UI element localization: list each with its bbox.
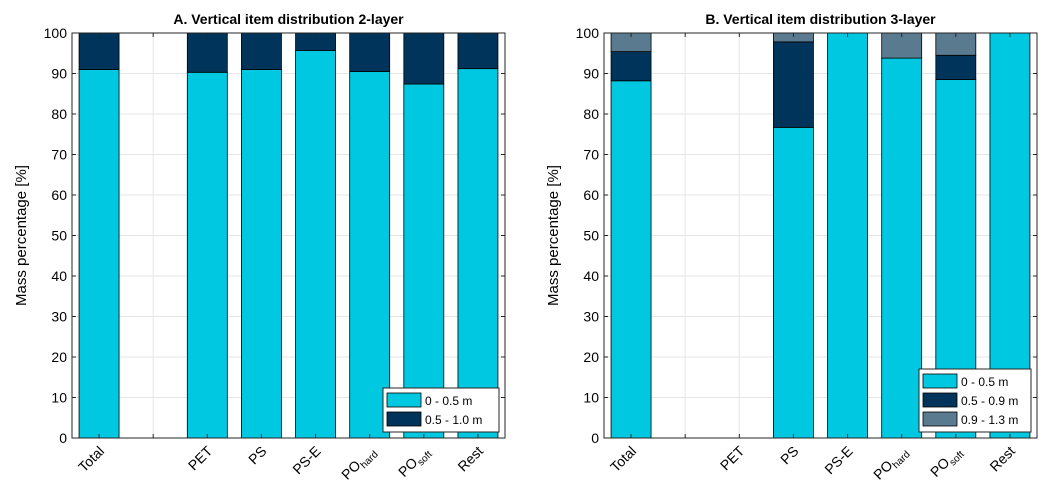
x-tick-label: PET <box>185 442 216 473</box>
y-tick-label: 30 <box>51 309 67 325</box>
x-tick-main: PET <box>717 442 748 473</box>
bar-segment <box>457 32 499 70</box>
x-tick-label: POsoft <box>927 443 967 483</box>
x-tick-main: PO <box>395 454 421 480</box>
x-tick-label: PS <box>777 443 802 468</box>
y-tick-label: 10 <box>583 390 599 406</box>
x-tick-main: Total <box>75 443 107 475</box>
legend-label: 0 - 0.5 m <box>961 375 1008 389</box>
x-tick-main: PS-E <box>289 443 323 477</box>
x-tick-label: Rest <box>986 443 1018 475</box>
y-tick-label: 50 <box>583 228 599 244</box>
bar-segment <box>457 68 499 439</box>
bar-segment <box>881 57 923 439</box>
x-tick-label: Total <box>607 443 639 475</box>
bar-segment <box>241 69 282 439</box>
y-tick-label: 0 <box>59 430 67 446</box>
bar-segment <box>610 80 652 439</box>
legend-swatch <box>922 373 958 389</box>
bar-segment <box>349 71 391 439</box>
chart-title: B. Vertical item distribution 3-layer <box>705 11 936 27</box>
x-tick-label: POhard <box>870 443 913 486</box>
x-tick-subscript: hard <box>359 449 381 471</box>
x-tick-label: Total <box>75 443 107 475</box>
y-tick-label: 90 <box>583 66 599 82</box>
y-axis-label: Mass percentage [%] <box>545 165 562 306</box>
bar-segment <box>186 32 228 73</box>
y-tick-label: 0 <box>591 430 599 446</box>
x-tick-main: Total <box>607 443 639 475</box>
x-tick-label: PS-E <box>821 443 855 477</box>
x-tick-label: POhard <box>338 443 381 486</box>
legend-swatch <box>386 392 422 408</box>
x-tick-main: PET <box>185 442 216 473</box>
y-tick-label: 60 <box>51 187 67 203</box>
x-tick-main: PS <box>245 443 270 468</box>
y-tick-label: 10 <box>51 390 67 406</box>
y-tick-label: 40 <box>583 268 599 284</box>
legend-label: 0 - 0.5 m <box>425 394 472 408</box>
x-tick-main: PS <box>777 443 802 468</box>
y-tick-label: 20 <box>583 349 599 365</box>
legend-swatch <box>922 392 958 408</box>
y-tick-label: 20 <box>51 349 67 365</box>
x-tick-main: PS-E <box>821 443 855 477</box>
y-tick-label: 80 <box>583 106 599 122</box>
x-tick-main: PO <box>927 454 953 480</box>
x-tick-main: PO <box>870 457 896 483</box>
bar-segment <box>78 69 120 439</box>
x-tick-subscript: hard <box>891 449 913 471</box>
bar-segment <box>827 32 868 439</box>
bar-segment <box>78 32 120 70</box>
bar-segment <box>610 51 652 82</box>
x-tick-label: PS-E <box>289 443 323 477</box>
y-tick-label: 30 <box>583 309 599 325</box>
y-tick-label: 100 <box>44 25 68 41</box>
y-tick-label: 70 <box>51 147 67 163</box>
legend-label: 0.5 - 1.0 m <box>425 413 482 427</box>
y-tick-label: 70 <box>583 147 599 163</box>
x-tick-label: Rest <box>454 443 486 475</box>
bar-segment <box>773 41 814 128</box>
legend-label: 0.9 - 1.3 m <box>961 413 1018 427</box>
x-tick-main: Rest <box>986 443 1018 475</box>
legend-swatch <box>922 411 958 427</box>
y-tick-label: 80 <box>51 106 67 122</box>
x-tick-main: Rest <box>454 443 486 475</box>
chart-title: A. Vertical item distribution 2-layer <box>173 11 404 27</box>
y-tick-label: 90 <box>51 66 67 82</box>
bar-segment <box>186 71 228 439</box>
x-tick-label: PS <box>245 443 270 468</box>
legend-swatch <box>386 411 422 427</box>
y-tick-label: 50 <box>51 228 67 244</box>
legend: 0 - 0.5 m 0.5 - 0.9 m 0.9 - 1.3 m <box>918 368 1032 433</box>
y-tick-label: 60 <box>583 187 599 203</box>
legend: 0 - 0.5 m 0.5 - 1.0 m <box>382 387 500 433</box>
x-tick-main: PO <box>338 457 364 483</box>
bar-segment <box>403 83 445 439</box>
x-tick-label: PET <box>717 442 748 473</box>
bar-segment <box>295 50 336 439</box>
bar-segment <box>773 126 814 439</box>
bar-segment <box>241 32 282 70</box>
bar-segment <box>403 32 445 85</box>
bar-segment <box>349 32 391 72</box>
y-tick-label: 100 <box>576 25 600 41</box>
y-axis-label: Mass percentage [%] <box>13 165 30 306</box>
legend-label: 0.5 - 0.9 m <box>961 394 1018 408</box>
x-tick-label: POsoft <box>395 443 435 483</box>
bar-segment <box>935 54 977 80</box>
y-tick-label: 40 <box>51 268 67 284</box>
